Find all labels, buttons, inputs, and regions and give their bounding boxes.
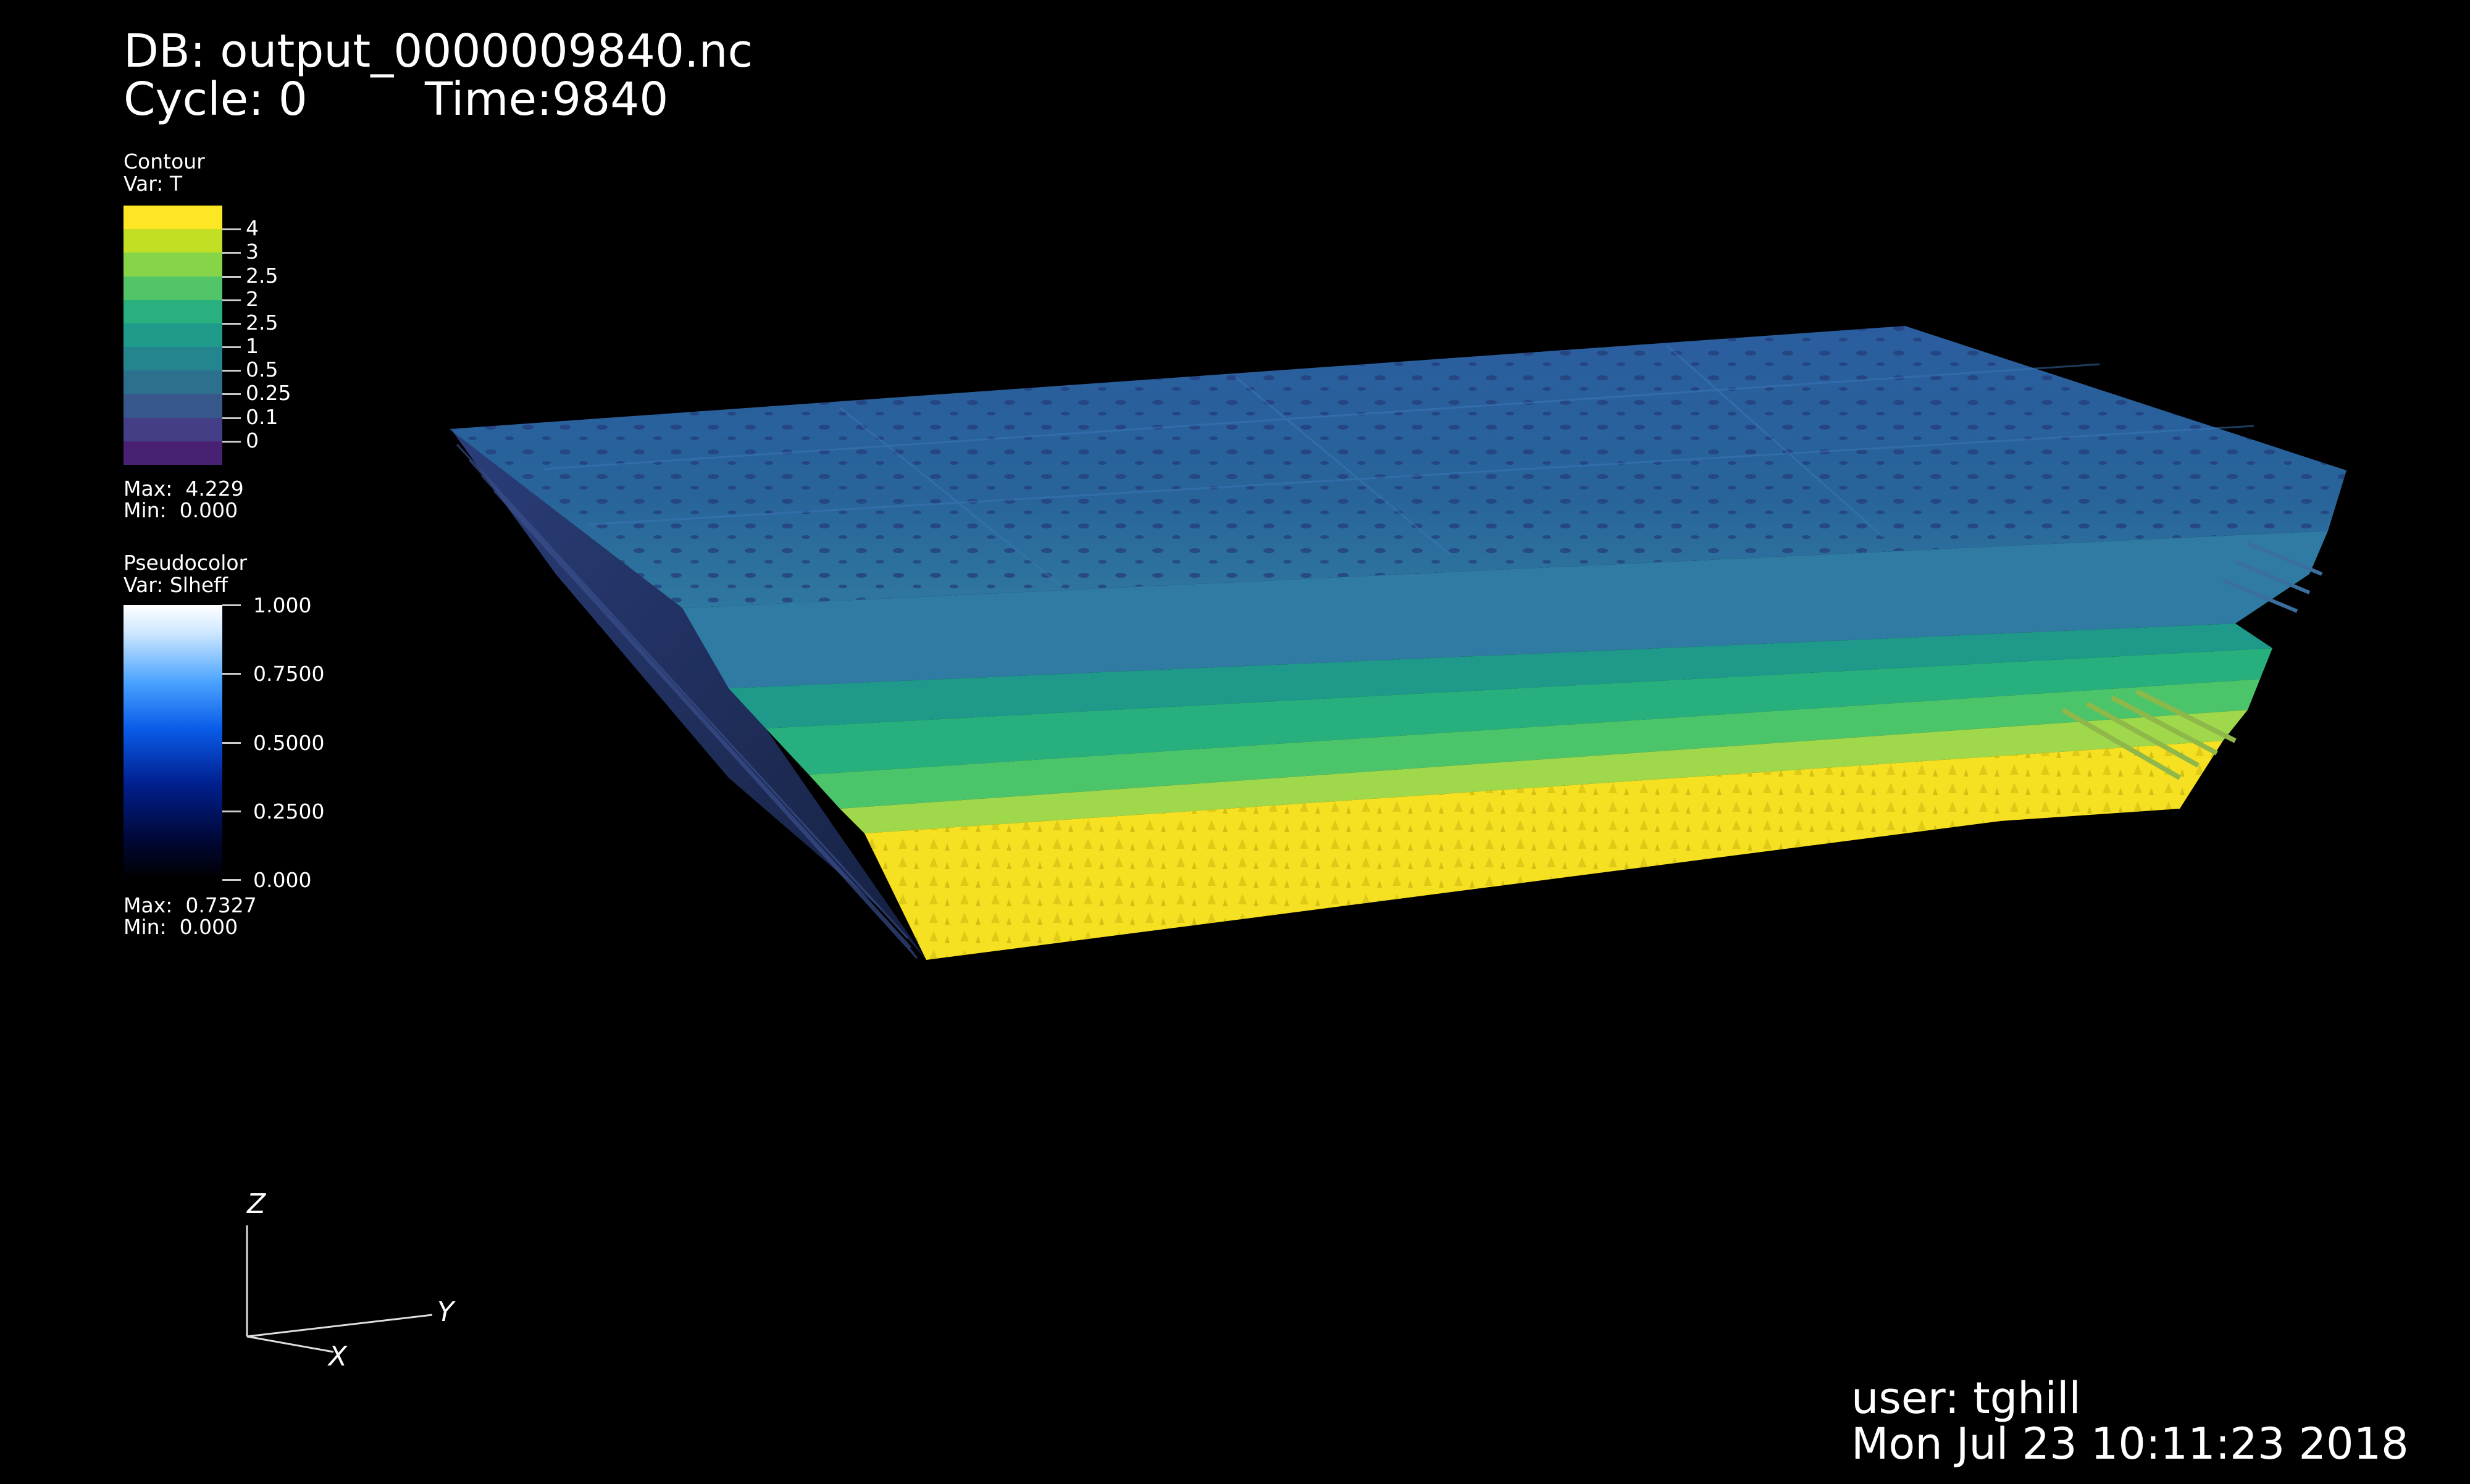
band-green <box>766 648 2272 775</box>
pseudocolor-max-label: Max: 0.7327 <box>124 893 257 917</box>
right-striped-edge <box>2061 689 2237 780</box>
pseudocolor-tick-label: 0.7500 <box>253 662 325 686</box>
contour-tick-mark <box>222 440 241 443</box>
contour-tick-label: 1 <box>246 334 259 359</box>
contour-min-label: Min: 0.000 <box>124 498 238 522</box>
user-label: user: tghill <box>1851 1373 2081 1424</box>
contour-tick-mark <box>222 370 241 372</box>
pseudocolor-tick-label: 0.000 <box>253 868 312 892</box>
contour-color-segment <box>124 417 222 441</box>
contour-tick-label: 0.25 <box>246 381 291 406</box>
band-yellow-green <box>840 710 2248 833</box>
contour-tick-mark <box>222 393 241 396</box>
pseudocolor-tick-mark <box>222 741 241 744</box>
contour-tick-mark <box>222 322 241 325</box>
contour-color-segment <box>124 276 222 300</box>
contour-tick-mark <box>222 346 241 349</box>
contour-color-segment <box>124 206 222 230</box>
x-axis-label: X <box>329 1341 348 1372</box>
axis-triad <box>246 1225 433 1353</box>
contour-max-label: Max: 4.229 <box>124 477 244 501</box>
pseudocolor-legend-var: Var: Slheff <box>124 573 228 597</box>
contour-tick-label: 4 <box>246 216 259 241</box>
contour-legend-title: Contour <box>124 149 205 173</box>
contour-color-segment <box>124 394 222 418</box>
contour-tick-label: 0 <box>246 428 259 452</box>
pseudocolor-tick-mark <box>222 879 241 881</box>
band-teal <box>729 623 2272 728</box>
pseudocolor-min-label: Min: 0.000 <box>124 915 238 939</box>
contour-tick-label: 3 <box>246 240 259 264</box>
datetime-label: Mon Jul 23 10:11:23 2018 <box>1851 1419 2409 1469</box>
pseudocolor-tick-mark <box>222 810 241 812</box>
contour-legend-var: Var: T <box>124 172 182 196</box>
contour-tick-mark <box>222 252 241 254</box>
contour-tick-label: 2 <box>246 286 259 311</box>
z-axis-label: Z <box>247 1188 266 1220</box>
contour-tick-label: 2.5 <box>246 263 278 288</box>
band-yellow-texture <box>865 741 2223 960</box>
contour-tick-label: 2.5 <box>246 310 278 335</box>
contour-color-segment <box>124 252 222 277</box>
side-layer-lines <box>456 443 918 959</box>
time-label: Time:9840 <box>425 73 669 126</box>
x-axis-line <box>246 1335 334 1353</box>
database-title: DB: output_0000009840.nc <box>124 25 753 78</box>
contour-tick-label: 0.1 <box>246 404 278 429</box>
pseudocolor-tick-label: 0.5000 <box>253 730 325 755</box>
contour-colorbar <box>124 206 222 465</box>
top-surface-texture <box>450 326 2346 608</box>
pseudocolor-tick-label: 0.2500 <box>253 799 325 823</box>
band-light-green <box>809 679 2260 809</box>
pseudocolor-tick-mark <box>222 673 241 675</box>
right-blue-stripes <box>2222 541 2323 613</box>
top-surface-grid <box>543 344 2254 588</box>
contour-tick-label: 0.5 <box>246 357 278 382</box>
band-blue-teal <box>682 531 2328 688</box>
contour-color-segment <box>124 323 222 348</box>
contour-tick-mark <box>222 417 241 419</box>
contour-color-segment <box>124 441 222 465</box>
pseudocolor-tick-label: 1.000 <box>253 593 312 617</box>
contour-color-segment <box>124 370 222 394</box>
contour-color-segment <box>124 229 222 253</box>
pseudocolor-legend-title: Pseudocolor <box>124 551 248 575</box>
contour-tick-mark <box>222 299 241 301</box>
contour-tick-mark <box>222 275 241 278</box>
y-axis-label: Y <box>437 1296 454 1328</box>
cycle-label: Cycle: 0 <box>124 73 308 126</box>
pseudocolor-tick-mark <box>222 604 241 606</box>
contour-color-segment <box>124 347 222 371</box>
contour-color-segment <box>124 299 222 323</box>
y-axis-line <box>246 1314 433 1338</box>
contour-tick-mark <box>222 228 241 231</box>
pseudocolor-colorbar <box>124 605 222 880</box>
